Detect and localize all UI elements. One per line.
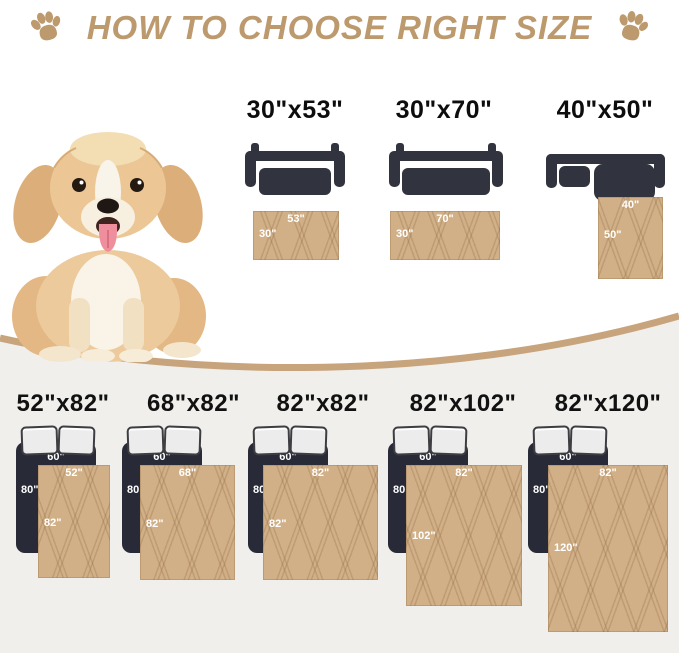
sofa-size-label: 30"x53"	[246, 96, 344, 124]
pillow-icon	[569, 425, 608, 456]
blanket-width-label: 53"	[287, 213, 305, 225]
header: HOW TO CHOOSE RIGHT SIZE	[0, 4, 679, 52]
bed-length-label: 80"	[533, 484, 551, 496]
sofa-icon	[245, 143, 345, 199]
blanket-swatch: 70" 30"	[390, 211, 500, 260]
blanket-width-label: 70"	[436, 213, 454, 225]
paw-icon	[30, 11, 60, 41]
dog-photo	[12, 132, 206, 362]
blanket-width-label: 68"	[178, 467, 197, 479]
sofa-icon	[546, 148, 665, 204]
paw-icon	[619, 10, 649, 41]
blanket-swatch: 82" 102"	[406, 465, 522, 606]
pillow-icon	[20, 425, 59, 456]
bed-size-label: 82"x120"	[554, 390, 662, 417]
blanket-swatch: 53" 30"	[253, 211, 339, 260]
blanket-width-label: 40"	[621, 199, 640, 211]
blanket-length-label: 82"	[146, 517, 164, 530]
pillow-icon	[126, 425, 165, 456]
blanket-length-label: 82"	[44, 516, 62, 529]
pillow-icon	[57, 425, 96, 456]
blanket-length-label: 120"	[554, 541, 578, 554]
sofa-size-label: 40"x50"	[556, 96, 654, 124]
sofa-size-label: 30"x70"	[395, 96, 493, 124]
blanket-length-label: 82"	[269, 517, 287, 530]
pillow-icon	[392, 425, 431, 456]
bed-length-label: 80"	[21, 484, 39, 496]
page-title: HOW TO CHOOSE RIGHT SIZE	[86, 9, 593, 46]
blanket-swatch: 82" 82"	[263, 465, 378, 580]
bed-size-label: 82"x82"	[276, 390, 370, 417]
sofa-size-option-30x53: 30"x53" 53" 30"	[230, 96, 360, 296]
blanket-length-label: 50"	[604, 229, 622, 241]
pillow-icon	[289, 425, 328, 456]
blanket-length-label: 102"	[412, 529, 436, 542]
bed-size-label: 52"x82"	[16, 390, 110, 417]
pillow-icon	[252, 425, 291, 456]
bed-size-label: 68"x82"	[147, 390, 240, 417]
bed-size-label: 82"x102"	[409, 390, 517, 417]
blanket-depth-label: 30"	[396, 228, 414, 240]
blanket-width-label: 82"	[311, 467, 330, 479]
blanket-width-label: 82"	[455, 467, 473, 479]
blanket-width-label: 52"	[65, 467, 83, 479]
sofa-size-option-30x70: 30"x70" 70" 30"	[379, 96, 509, 296]
pillow-icon	[532, 425, 571, 456]
blanket-width-label: 82"	[599, 467, 617, 479]
blanket-depth-label: 30"	[259, 228, 277, 240]
sofa-size-option-40x50: 40"x50" 40" 50"	[540, 96, 670, 296]
blanket-swatch: 68" 82"	[140, 465, 235, 580]
blanket-swatch: 52" 82"	[38, 465, 110, 578]
pillow-icon	[163, 425, 202, 456]
pillow-icon	[429, 425, 468, 456]
blanket-swatch: 40" 50"	[598, 197, 663, 279]
sofa-icon	[389, 143, 503, 199]
blanket-swatch: 82" 120"	[548, 465, 668, 632]
